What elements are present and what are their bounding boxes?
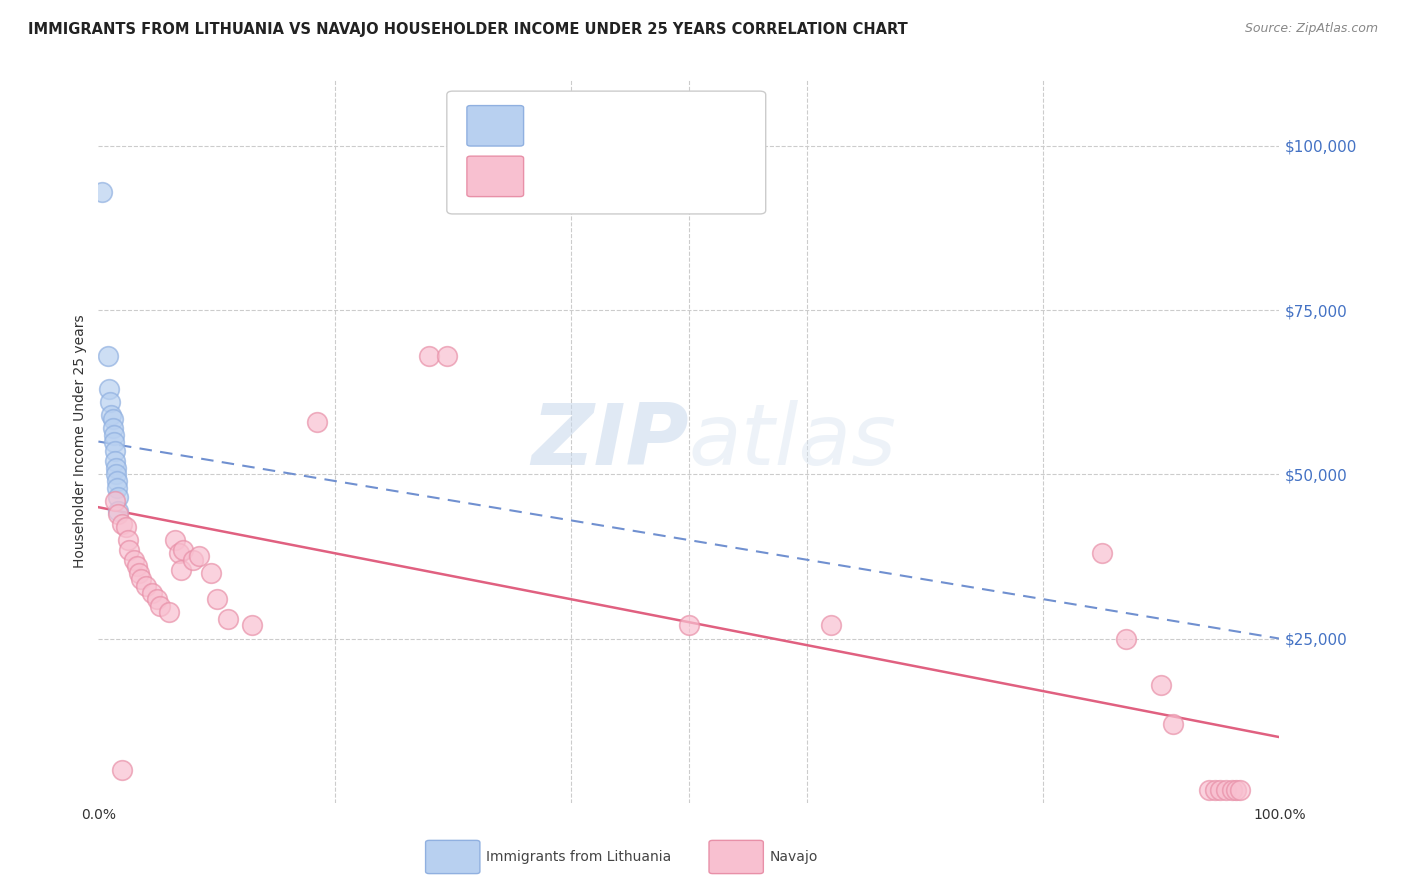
Point — [141, 585, 163, 599]
Point — [1215, 782, 1237, 797]
Point — [98, 395, 121, 409]
Point — [172, 542, 194, 557]
Text: R =: R = — [533, 169, 567, 184]
Point — [97, 349, 120, 363]
FancyBboxPatch shape — [467, 156, 523, 196]
Point — [1229, 782, 1251, 797]
Point — [103, 428, 125, 442]
FancyBboxPatch shape — [467, 105, 523, 146]
Point — [1161, 717, 1184, 731]
Point — [149, 599, 172, 613]
Point — [105, 460, 128, 475]
Point — [128, 566, 150, 580]
Text: -0.019: -0.019 — [581, 119, 634, 133]
Text: IMMIGRANTS FROM LITHUANIA VS NAVAJO HOUSEHOLDER INCOME UNDER 25 YEARS CORRELATIO: IMMIGRANTS FROM LITHUANIA VS NAVAJO HOUS… — [28, 22, 908, 37]
Point — [181, 553, 204, 567]
FancyBboxPatch shape — [426, 840, 479, 873]
Point — [1204, 782, 1226, 797]
Point — [165, 533, 187, 547]
FancyBboxPatch shape — [447, 91, 766, 214]
Text: 42: 42 — [702, 169, 723, 184]
Point — [1198, 782, 1220, 797]
Y-axis label: Householder Income Under 25 years: Householder Income Under 25 years — [73, 315, 87, 568]
Point — [104, 493, 127, 508]
Point — [1220, 782, 1243, 797]
Point — [1225, 782, 1247, 797]
Point — [418, 349, 440, 363]
Text: Immigrants from Lithuania: Immigrants from Lithuania — [486, 850, 671, 864]
Point — [167, 546, 190, 560]
Point — [200, 566, 222, 580]
Text: atlas: atlas — [689, 400, 897, 483]
Point — [107, 507, 129, 521]
Point — [436, 349, 458, 363]
Text: N =: N = — [657, 169, 690, 184]
Point — [101, 421, 124, 435]
Text: ZIP: ZIP — [531, 400, 689, 483]
Point — [205, 592, 228, 607]
Point — [91, 185, 114, 199]
Point — [157, 605, 180, 619]
Point — [105, 481, 128, 495]
Point — [1209, 782, 1232, 797]
Point — [217, 612, 239, 626]
Point — [101, 411, 124, 425]
Point — [104, 454, 127, 468]
Point — [305, 415, 328, 429]
Text: R =: R = — [533, 119, 567, 133]
Point — [103, 434, 125, 449]
Text: 17: 17 — [702, 119, 723, 133]
Point — [105, 467, 128, 482]
Point — [114, 520, 136, 534]
FancyBboxPatch shape — [709, 840, 763, 873]
Point — [122, 553, 145, 567]
Point — [105, 474, 128, 488]
Point — [170, 563, 193, 577]
Point — [107, 491, 129, 505]
Point — [146, 592, 169, 607]
Point — [118, 542, 141, 557]
Point — [1115, 632, 1137, 646]
Point — [127, 559, 149, 574]
Point — [104, 444, 127, 458]
Point — [129, 573, 152, 587]
Point — [820, 618, 842, 632]
Point — [240, 618, 263, 632]
Text: Source: ZipAtlas.com: Source: ZipAtlas.com — [1244, 22, 1378, 36]
Point — [111, 516, 134, 531]
Point — [678, 618, 700, 632]
Text: -0.675: -0.675 — [581, 169, 636, 184]
Point — [135, 579, 157, 593]
Point — [1150, 677, 1173, 691]
Point — [107, 503, 129, 517]
Text: N =: N = — [657, 119, 690, 133]
Point — [187, 549, 209, 564]
Point — [100, 409, 122, 423]
Point — [98, 382, 121, 396]
Point — [1091, 546, 1114, 560]
Text: Navajo: Navajo — [769, 850, 818, 864]
Point — [117, 533, 139, 547]
Point — [111, 763, 134, 777]
